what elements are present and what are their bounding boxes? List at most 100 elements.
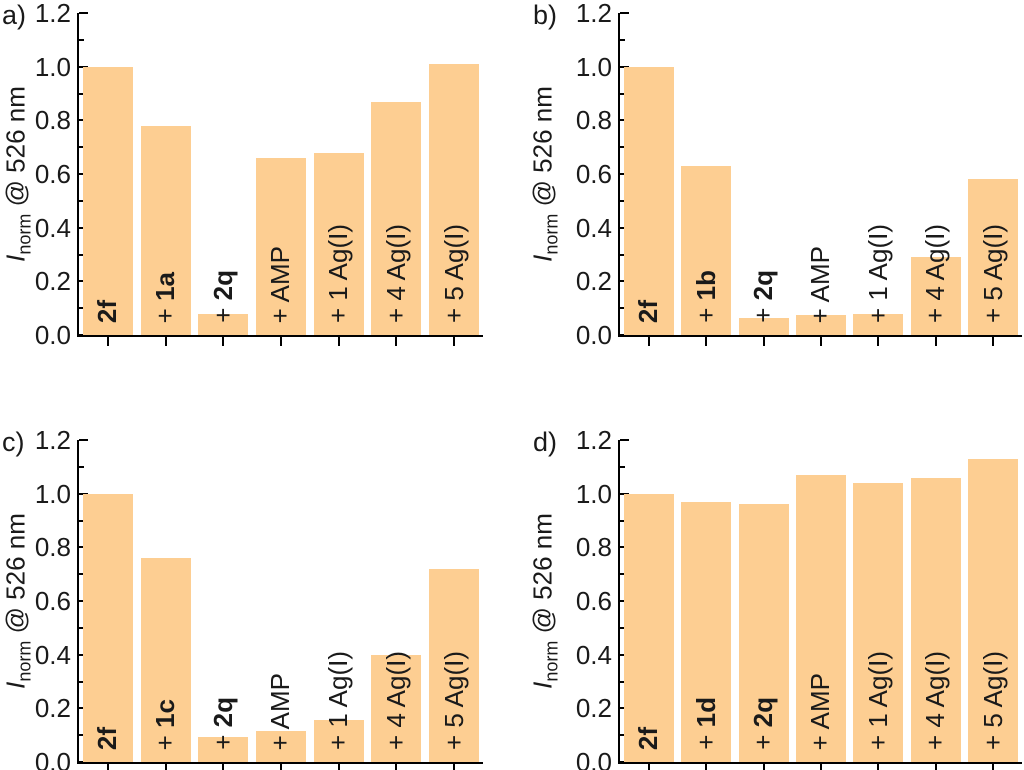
x-tick (877, 337, 880, 346)
bar-4 (256, 731, 306, 762)
y-tick-label: 0.6 (34, 586, 71, 616)
plot-area-a: 0.0 0.2 0.4 0.6 0.8 1.0 1.2 2f + 1a + 2q + AMP + 1 … (35, 0, 483, 349)
x-tick (705, 337, 708, 346)
y-tick-label: 0.6 (575, 586, 612, 616)
panel-d: d) Inorm @ 526 nm 0.0 0.2 0.4 0.6 0.8 1.0 1.2 2… (512, 426, 1024, 770)
bar-2 (681, 501, 732, 762)
x-tick (106, 337, 109, 346)
x-tick (222, 337, 225, 346)
bar-3 (198, 736, 249, 762)
x-tick (453, 764, 456, 770)
bar-1 (623, 493, 674, 762)
y-minor-tick (620, 680, 625, 683)
panel-c: c) Inorm @ 526 nm 0.0 0.2 0.4 0.6 0.8 1.0 1.2 2… (0, 426, 512, 770)
y-major-tick (79, 761, 88, 763)
y-minor-tick (79, 92, 84, 95)
bar-4 (796, 474, 846, 762)
y-major-tick (79, 334, 88, 336)
y-axis-title: Inorm @ 526 nm (527, 513, 562, 689)
y-tick-label: 0.8 (575, 532, 612, 563)
x-tick (164, 337, 167, 346)
x-tick (395, 337, 398, 346)
y-major-tick (79, 439, 88, 441)
y-minor-tick (79, 573, 84, 576)
x-tick (280, 764, 282, 770)
y-tick-label: 0.6 (575, 159, 612, 189)
bar-label: + 1 Ag(I) (323, 651, 354, 750)
y-minor-tick (620, 465, 625, 468)
y-tick-label: 1.2 (575, 425, 612, 455)
x-tick (337, 764, 340, 770)
x-tick (337, 337, 340, 346)
bar-label: + 2q (748, 270, 779, 323)
y-minor-tick (620, 734, 625, 737)
y-tick-label: 1.0 (34, 51, 71, 82)
y-tick-label: 0.2 (34, 266, 71, 297)
y-minor-tick (620, 307, 625, 310)
bar-5 (853, 482, 904, 762)
x-tick (992, 337, 995, 346)
y-tick-label: 0.2 (575, 266, 612, 297)
x-tick (647, 764, 650, 770)
y-minor-tick (79, 734, 84, 737)
x-tick (820, 764, 822, 770)
plot-area-c: 0.0 0.2 0.4 0.6 0.8 1.0 1.2 2f + 1c + 2q + AMP + 1 … (35, 426, 483, 770)
y-tick-label: 0.4 (34, 212, 71, 243)
y-major-tick (620, 12, 629, 14)
y-major-tick (620, 761, 629, 763)
x-tick (762, 337, 765, 346)
y-minor-tick (620, 573, 625, 576)
y-tick-label: 1.2 (575, 0, 612, 28)
bar-6 (910, 477, 961, 762)
bar-1 (82, 493, 133, 762)
y-tick-label: 1.2 (34, 425, 71, 455)
y-minor-tick (79, 680, 84, 683)
panel-a: a) Inorm @ 526 nm 0.0 0.2 0.4 0.6 0.8 1.0 1.2 2… (0, 0, 512, 349)
y-axis-title: Inorm @ 526 nm (0, 513, 35, 689)
y-tick-label: 1.2 (34, 0, 71, 28)
y-tick-label: 0.4 (575, 212, 612, 243)
y-axis-title: Inorm @ 526 nm (0, 86, 35, 262)
bar-2 (140, 558, 191, 762)
y-tick-label: 0.0 (34, 320, 71, 350)
y-minor-tick (79, 146, 84, 149)
y-tick-label: 0.4 (575, 639, 612, 670)
plot-area-d: 0.0 0.2 0.4 0.6 0.8 1.0 1.2 2f + 1d + 2q + AMP + 1 … (576, 426, 1022, 770)
y-minor-tick (620, 38, 625, 41)
bar-label: + AMP (805, 245, 836, 323)
x-tick (647, 337, 650, 346)
y-major-tick (79, 12, 88, 14)
bar-3 (198, 313, 249, 335)
bar-7 (429, 63, 480, 335)
y-minor-tick (620, 253, 625, 256)
y-minor-tick (79, 38, 84, 41)
x-tick (222, 764, 225, 770)
bar-1 (623, 66, 674, 335)
panel-b: b) Inorm @ 526 nm 0.0 0.2 0.4 0.6 0.8 1.0 1.2 2… (512, 0, 1024, 349)
y-major-tick (620, 334, 629, 336)
y-minor-tick (620, 626, 625, 629)
plot-area-b: 0.0 0.2 0.4 0.6 0.8 1.0 1.2 2f + 1b + 2q + AMP + 1 … (576, 0, 1022, 349)
y-tick-label: 0.0 (34, 747, 71, 770)
bar-2 (681, 165, 732, 335)
y-tick-label: 1.0 (34, 478, 71, 509)
y-major-tick (79, 65, 88, 68)
x-tick (453, 337, 456, 346)
panel-letter-a: a) (2, 0, 27, 30)
bar-6 (371, 654, 422, 762)
bar-5 (853, 313, 904, 335)
bar-7 (429, 568, 480, 762)
x-tick (934, 337, 937, 346)
bar-7 (968, 179, 1019, 335)
panel-letter-b: b) (533, 0, 558, 30)
y-tick-label: 0.0 (575, 747, 612, 770)
y-major-tick (79, 492, 88, 495)
bar-label: + 2q (207, 697, 238, 750)
y-minor-tick (620, 146, 625, 149)
bar-5 (313, 152, 364, 335)
x-tick (820, 337, 822, 346)
y-axis-title: Inorm @ 526 nm (527, 86, 562, 262)
y-tick-label: 0.4 (34, 639, 71, 670)
y-major-tick (620, 492, 629, 495)
